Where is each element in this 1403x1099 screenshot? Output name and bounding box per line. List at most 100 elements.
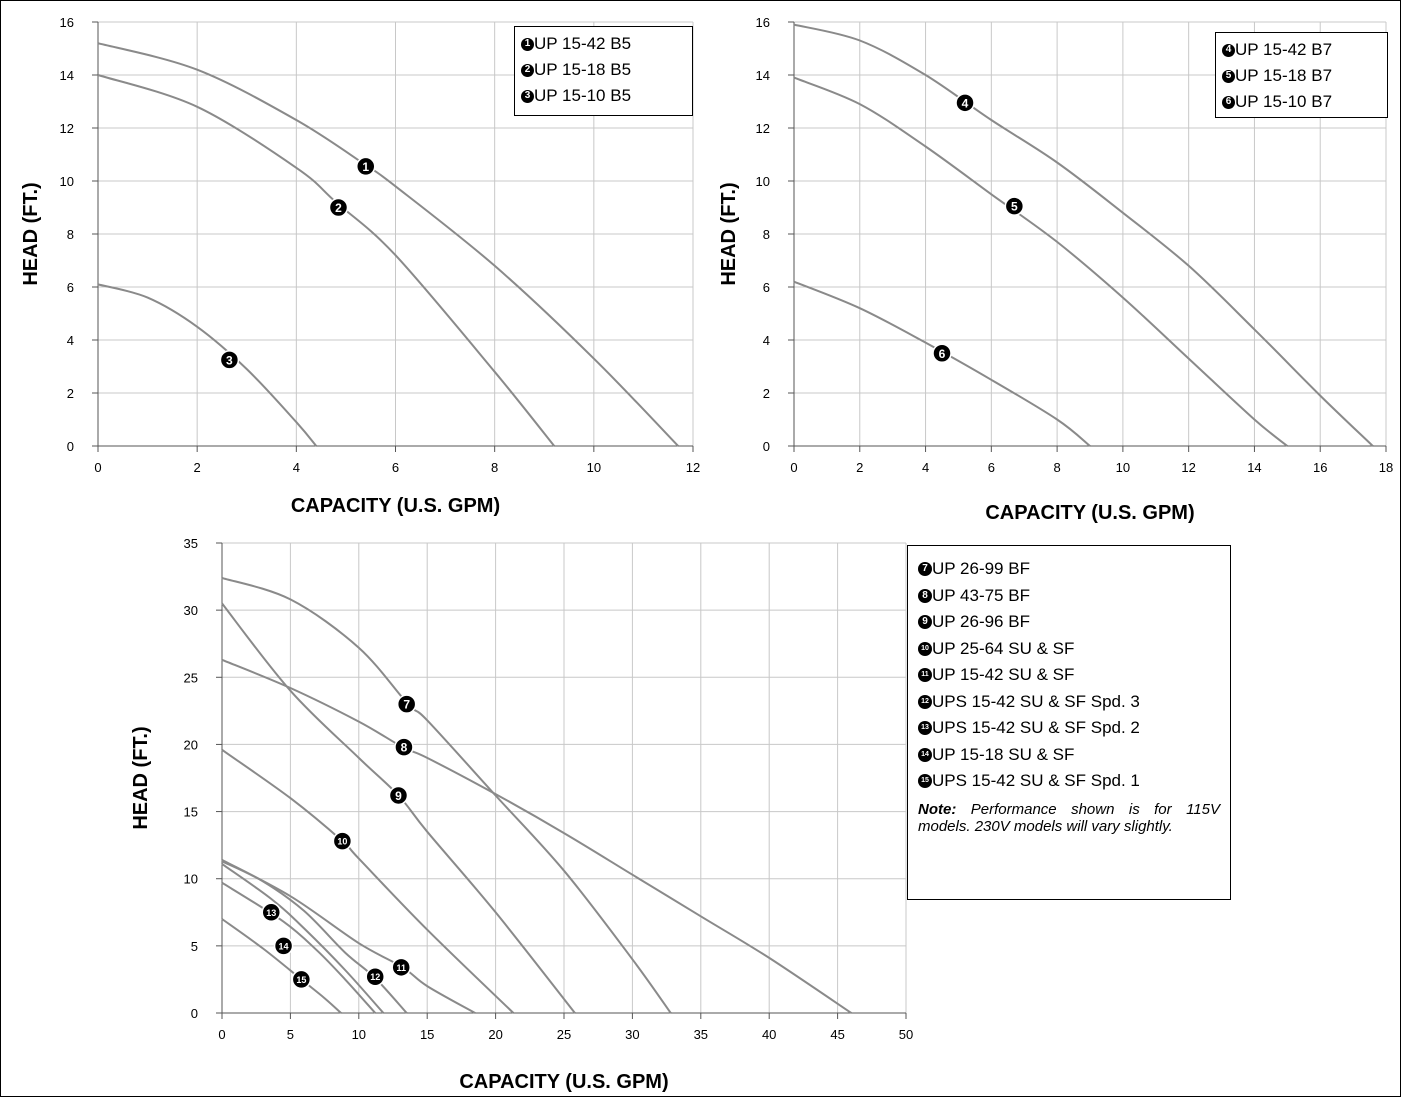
legend-label: UP 43-75 BF (932, 585, 1030, 605)
y-tick-label: 0 (763, 439, 770, 454)
x-tick-label: 18 (1379, 460, 1393, 475)
legend-item: 1 UP 15-42 B5 (521, 31, 686, 57)
series-line-15 (221, 918, 342, 1014)
legend-marker: 8 (918, 588, 932, 603)
x-tick-label: 2 (856, 460, 863, 475)
series-marker-label: 14 (279, 941, 289, 951)
series-line-7 (221, 576, 672, 1014)
legend-item: 7 UP 26-99 BF (918, 556, 1220, 583)
y-axis-label: HEAD (FT.) (20, 182, 42, 285)
series-marker-13 (261, 902, 281, 923)
x-tick-label: 2 (194, 460, 201, 475)
series-marker-label: 15 (296, 975, 306, 985)
x-tick-label: 40 (762, 1027, 776, 1042)
series-marker-1 (356, 156, 376, 177)
y-tick-label: 14 (60, 68, 74, 83)
legend-label: UP 15-10 B7 (1235, 92, 1333, 111)
series-marker-9 (388, 785, 409, 806)
x-axis-label: CAPACITY (U.S. GPM) (985, 502, 1194, 524)
series-line-2 (97, 74, 555, 447)
x-axis-label: CAPACITY (U.S. GPM) (291, 495, 500, 517)
legend-marker: 6 (1222, 95, 1235, 109)
legend-marker: 4 (1222, 43, 1235, 57)
legend-label: UP 15-18 B7 (1235, 66, 1333, 85)
legend-item: 4 UP 15-42 B7 (1222, 37, 1381, 63)
series-marker-12 (365, 966, 385, 987)
legend-label: UP 26-96 BF (932, 612, 1030, 631)
series-marker-14 (273, 936, 294, 956)
y-tick-label: 6 (67, 280, 74, 295)
legend-marker: 9 (918, 615, 932, 630)
x-tick-label: 0 (790, 460, 797, 475)
y-tick-label: 5 (191, 939, 198, 954)
chart-2: 0 2 4 6 8 10 12 14 16 18 0 2 4 6 8 10 12 14 16 CAPACITY (U.… (718, 15, 1393, 524)
series-marker-11 (391, 957, 411, 978)
series-marker-5 (1004, 196, 1025, 216)
legend-label: UPS 15-42 SU & SF Spd. 3 (932, 691, 1140, 711)
y-tick-label: 0 (67, 439, 74, 454)
series-line-1 (97, 42, 679, 447)
series-marker-label: 7 (403, 698, 410, 712)
x-tick-label: 6 (988, 460, 995, 475)
series-marker-2 (328, 197, 349, 218)
y-tick-label: 16 (60, 15, 74, 30)
legend-marker: 2 (521, 63, 534, 77)
note-label: Note: (918, 800, 957, 818)
series-line-5 (793, 76, 1288, 447)
series-line-4 (793, 23, 1374, 447)
series-marker-label: 11 (396, 963, 406, 973)
legend-chart-3: 7 UP 26-99 BF 8 UP 43-75 BF 9 UP 26-96 BF 10 UP… (907, 545, 1231, 900)
x-tick-label: 10 (352, 1027, 366, 1042)
x-tick-label: 8 (491, 460, 498, 475)
legend-item: 13 UPS 15-42 SU & SF Spd. 2 (918, 715, 1220, 742)
legend-label: UP 26-99 BF (932, 559, 1030, 578)
legend-item: 15 UPS 15-42 SU & SF Spd. 1 (918, 768, 1220, 795)
series-marker-label: 6 (939, 347, 946, 361)
y-tick-label: 14 (756, 68, 770, 83)
legend-marker: 5 (1222, 69, 1235, 83)
legend-marker: 13 (918, 721, 932, 736)
legend-item: 6 UP 15-10 B7 (1222, 89, 1381, 115)
y-tick-label: 20 (184, 737, 198, 752)
x-tick-label: 0 (218, 1027, 225, 1042)
series-marker-7 (396, 694, 417, 714)
y-tick-label: 10 (60, 174, 74, 189)
legend-label: UP 15-42 SU & SF (932, 665, 1075, 684)
y-tick-label: 12 (60, 121, 74, 136)
series-marker-label: 13 (266, 908, 276, 918)
series-line-14 (221, 881, 376, 1014)
x-tick-label: 0 (94, 460, 101, 475)
x-tick-label: 14 (1247, 460, 1261, 475)
y-tick-label: 10 (184, 872, 198, 887)
legend-marker: 10 (918, 641, 932, 656)
x-tick-label: 50 (899, 1027, 913, 1042)
legend-marker: 15 (918, 774, 932, 789)
y-tick-label: 4 (67, 333, 74, 348)
y-tick-label: 15 (184, 805, 198, 820)
series-line-3 (97, 283, 317, 447)
chart-3: 0 5 10 15 20 25 30 35 40 45 50 0 5 10 15 20 25 30 35 CAPACI… (130, 536, 913, 1093)
x-tick-label: 6 (392, 460, 399, 475)
x-tick-label: 30 (625, 1027, 639, 1042)
x-tick-label: 10 (587, 460, 601, 475)
x-tick-label: 4 (293, 460, 300, 475)
legend-chart-1: 1 UP 15-42 B5 2 UP 15-18 B5 3 UP 15-10 B5 (514, 26, 693, 116)
legend-note: Note: Performance shown is for 115V mode… (918, 801, 1220, 835)
legend-label: UP 25-64 SU & SF (932, 638, 1075, 658)
legend-items: 7 UP 26-99 BF 8 UP 43-75 BF 9 UP 26-96 BF 10 UP… (918, 556, 1220, 795)
note-text: Performance shown is for 115V models. 23… (918, 800, 1220, 835)
y-tick-label: 35 (184, 536, 198, 551)
legend-item: 2 UP 15-18 B5 (521, 57, 686, 83)
y-tick-label: 2 (763, 386, 770, 401)
x-tick-label: 10 (1116, 460, 1130, 475)
legend-marker: 14 (918, 747, 932, 762)
legend-marker: 11 (918, 668, 932, 683)
y-tick-label: 10 (756, 174, 770, 189)
series-marker-label: 12 (370, 972, 380, 982)
y-tick-label: 16 (756, 15, 770, 30)
x-tick-label: 16 (1313, 460, 1327, 475)
x-tick-label: 12 (686, 460, 700, 475)
